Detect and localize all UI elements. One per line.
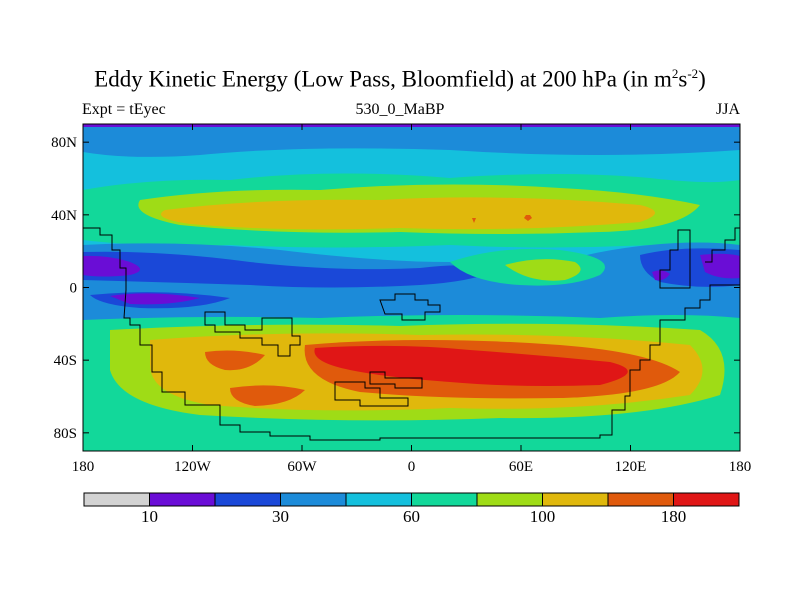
- colorbar-label: 180: [661, 507, 687, 526]
- colorbar-swatch: [673, 492, 740, 507]
- colorbar-label: 100: [530, 507, 556, 526]
- title-sup2: -2: [687, 66, 699, 81]
- x-tick-label: 60E: [509, 459, 533, 475]
- y-tick-label: 0: [70, 281, 78, 297]
- colorbar-label: 10: [141, 507, 158, 526]
- contour-south-red: [314, 345, 628, 386]
- colorbar-label: 60: [403, 507, 420, 526]
- colorbar-swatch: [214, 492, 281, 507]
- colorbar-swatch: [83, 492, 150, 507]
- title-main: Eddy Kinetic Energy (Low Pass, Bloomfiel…: [94, 66, 672, 92]
- colorbar-swatch: [280, 492, 347, 507]
- colorbar: 10 30 60 100 180: [83, 492, 740, 526]
- contour-south-orange-3: [230, 385, 305, 406]
- contour-equator-lime: [505, 259, 581, 281]
- contour-tropics-purple-2: [110, 293, 200, 305]
- y-tick-label: 40S: [54, 353, 77, 369]
- contour-tropics-darkblue: [83, 251, 500, 288]
- title-mid: s: [678, 66, 688, 92]
- x-tick-label: 120E: [615, 459, 647, 475]
- y-tick-label: 40N: [51, 208, 77, 224]
- x-tick-label: 60W: [287, 459, 317, 475]
- contour-south-orange-2: [205, 350, 265, 371]
- season-label: JJA: [715, 101, 740, 118]
- contour-field: [83, 124, 740, 451]
- colorbar-swatch: [149, 492, 216, 507]
- x-tick-label: 0: [408, 459, 416, 475]
- case-label: 530_0_MaBP: [355, 101, 445, 118]
- colorbar-label: 30: [272, 507, 289, 526]
- contour-tropics-purple-e: [700, 253, 740, 279]
- y-tick-label: 80N: [51, 135, 77, 151]
- colorbar-swatch: [607, 492, 674, 507]
- colorbar-swatch: [411, 492, 478, 507]
- x-tick-label: 180: [72, 459, 95, 475]
- experiment-label: Expt = tEyec: [82, 101, 166, 118]
- contour-arctic-blue: [83, 127, 740, 157]
- x-axis: 180 120W 60W 0 60E 120E 180: [72, 124, 752, 475]
- colorbar-swatch: [542, 492, 609, 507]
- y-axis: 80N 40N 0 40S 80S: [51, 135, 740, 442]
- coastlines: [83, 227, 740, 441]
- title-sup1: 2: [671, 66, 679, 81]
- contour-spot-2: [524, 215, 532, 221]
- title-end: ): [698, 66, 706, 92]
- colorbar-swatch: [476, 492, 543, 507]
- colorbar-swatch: [345, 492, 412, 507]
- plot-title: Eddy Kinetic Energy (Low Pass, Bloomfiel…: [0, 66, 800, 93]
- x-tick-label: 120W: [174, 459, 212, 475]
- contour-spot-1: [472, 218, 476, 223]
- contour-north-jet: [160, 197, 655, 230]
- x-tick-label: 180: [729, 459, 752, 475]
- y-tick-label: 80S: [54, 426, 77, 442]
- contour-tropics-purple-e2: [652, 270, 670, 281]
